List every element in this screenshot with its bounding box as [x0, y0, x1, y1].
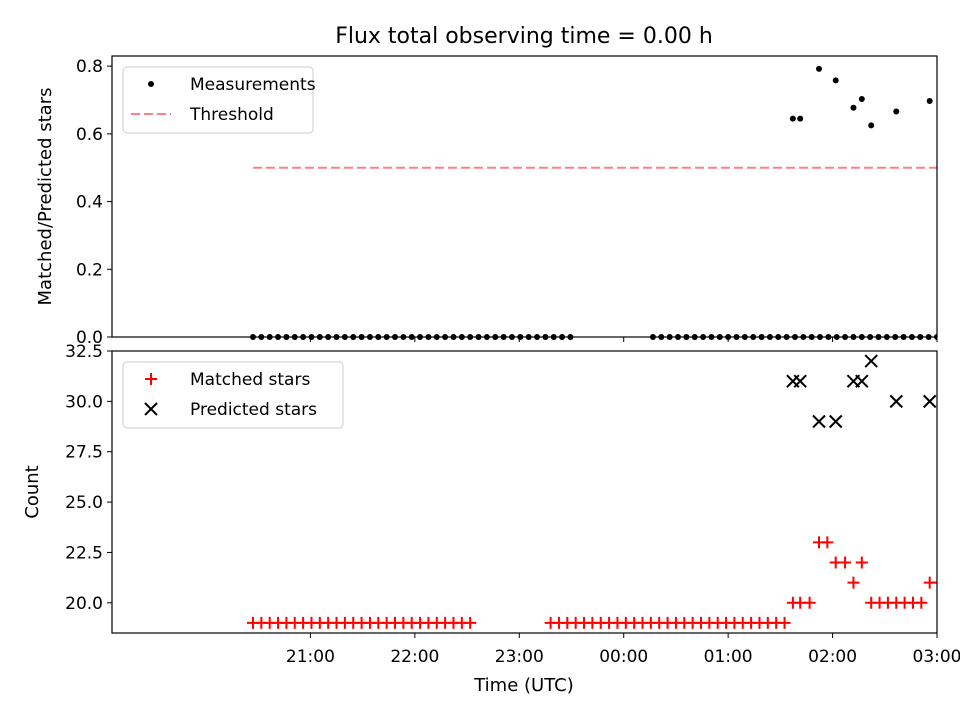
x-axis-label: Time (UTC): [473, 675, 574, 696]
predicted-star-marker: [828, 414, 843, 429]
predicted-star-marker: [793, 374, 807, 388]
legend-marker: [148, 81, 154, 87]
legend-box: [122, 361, 344, 429]
axes-frame: [111, 350, 938, 634]
legend-marker: [144, 402, 158, 416]
measurement-point: [815, 65, 822, 72]
y-tick-label: 0.8: [76, 57, 103, 77]
bottom-plot: 20.0 22.5 25.0 27.5 30.0 32.5 21:00 22:00 23:00 0…: [22, 342, 960, 667]
matched-star-marker: [940, 577, 952, 589]
legend-box: [122, 66, 314, 134]
top-plot: 0.0 0.2 0.4 0.6 0.8 Matched/Predicted stars Me…: [35, 55, 957, 348]
x-tick-label: 21:00: [286, 647, 335, 667]
matched-star-marker: [847, 576, 860, 589]
plot-data: [249, 65, 957, 340]
y-tick-label: 32.5: [65, 342, 103, 362]
y-axis-label: Count: [22, 465, 43, 518]
legend-label: Threshold: [189, 105, 274, 125]
x-tick-label: 02:00: [808, 647, 857, 667]
y-tick-label: 0.0: [76, 328, 103, 348]
matched-star-marker: [778, 616, 791, 629]
measurement-point: [942, 334, 948, 340]
x-tick-label: 01:00: [704, 647, 753, 667]
predicted-star-marker: [889, 394, 903, 409]
y-tick-label: 22.5: [65, 543, 103, 563]
y-tick-label: 25.0: [65, 493, 103, 513]
plot-data: [246, 354, 960, 629]
matched-star-marker: [839, 556, 852, 569]
legend-label: Predicted stars: [190, 400, 317, 420]
chart-title: Flux total observing time = 0.00 h: [335, 24, 713, 49]
x-tick-label: 23:00: [495, 647, 544, 667]
measurement-point: [951, 334, 957, 340]
measurement-point: [926, 98, 933, 105]
predicted-star-marker: [812, 414, 826, 429]
measurement-point: [832, 77, 839, 84]
legend: Measurements Threshold: [122, 66, 316, 134]
legend-label: Matched stars: [190, 370, 310, 390]
y-tick-label: 27.5: [65, 443, 103, 463]
matched-star-marker: [821, 536, 834, 549]
axes-frame: [111, 55, 938, 338]
predicted-star-marker: [855, 374, 869, 388]
x-tick-label: 22:00: [390, 647, 439, 667]
matched-star-marker: [464, 616, 477, 629]
x-tick-label: 00:00: [599, 647, 648, 667]
measurement-point: [893, 108, 900, 115]
y-tick-label: 30.0: [65, 392, 103, 412]
matched-star-marker: [855, 556, 868, 569]
y-axis-label: Matched/Predicted stars: [35, 88, 56, 306]
predicted-star-marker: [864, 354, 878, 368]
y-tick-label: 0.6: [76, 125, 103, 145]
measurement-point: [797, 115, 804, 122]
y-tick-label: 0.4: [76, 193, 103, 213]
legend-marker: [145, 373, 157, 385]
y-tick-label: 20.0: [65, 594, 103, 614]
predicted-star-marker: [922, 394, 937, 409]
y-tick-label: 0.2: [76, 260, 103, 280]
x-tick-label: 03:00: [913, 647, 960, 667]
measurement-point: [850, 104, 857, 111]
matched-star-marker: [949, 577, 960, 589]
measurement-point: [789, 115, 796, 122]
matched-star-marker: [932, 581, 937, 584]
matched-star-marker: [915, 596, 928, 609]
legend: Matched stars Predicted stars: [122, 361, 344, 429]
legend-label: Measurements: [190, 75, 316, 95]
matched-star-marker: [803, 596, 816, 609]
measurement-point: [858, 95, 865, 102]
measurement-point: [868, 122, 875, 129]
